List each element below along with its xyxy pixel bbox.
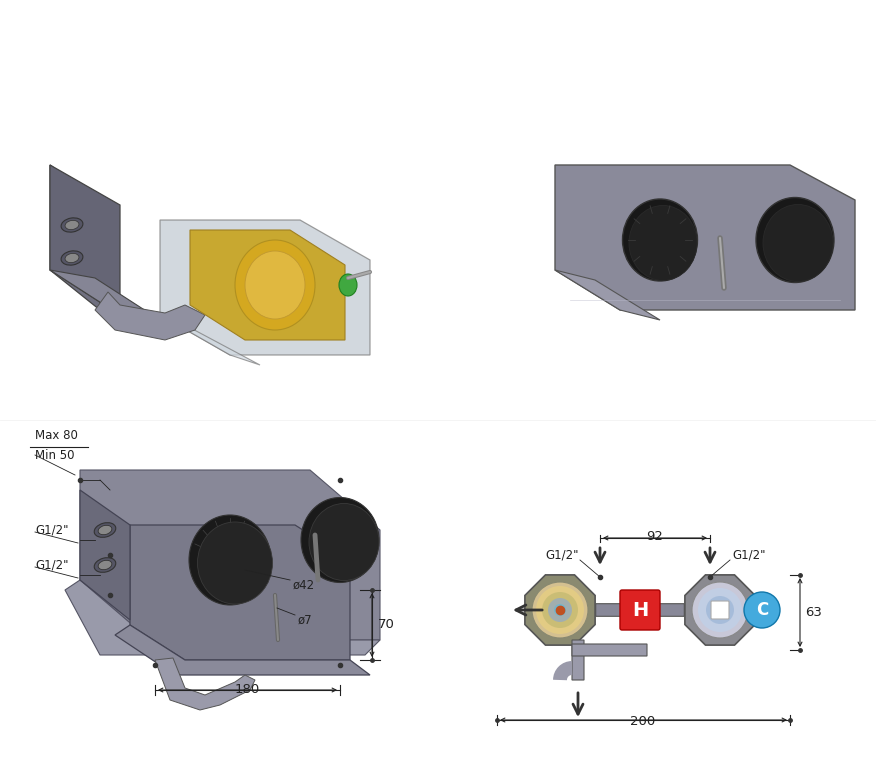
Ellipse shape: [756, 197, 834, 282]
FancyBboxPatch shape: [572, 640, 584, 680]
Ellipse shape: [95, 557, 116, 572]
Polygon shape: [525, 575, 595, 645]
Polygon shape: [65, 580, 380, 655]
Ellipse shape: [197, 522, 272, 604]
Circle shape: [744, 592, 780, 628]
Circle shape: [536, 586, 584, 634]
Polygon shape: [160, 315, 260, 365]
Ellipse shape: [629, 206, 697, 281]
Text: 180: 180: [235, 683, 259, 696]
Ellipse shape: [98, 560, 112, 570]
Polygon shape: [555, 165, 855, 310]
Text: G1/2": G1/2": [732, 549, 766, 561]
Polygon shape: [80, 490, 130, 620]
Polygon shape: [80, 470, 380, 640]
Ellipse shape: [309, 503, 379, 581]
Ellipse shape: [339, 274, 357, 296]
Circle shape: [692, 582, 748, 638]
Polygon shape: [115, 625, 370, 675]
Text: 200: 200: [631, 715, 655, 728]
Ellipse shape: [763, 205, 833, 281]
Ellipse shape: [61, 218, 83, 232]
Ellipse shape: [98, 526, 112, 535]
Polygon shape: [685, 575, 755, 645]
Ellipse shape: [65, 254, 79, 263]
Ellipse shape: [189, 515, 271, 605]
Text: G1/2": G1/2": [35, 523, 68, 536]
Text: 92: 92: [646, 530, 663, 543]
FancyBboxPatch shape: [711, 601, 729, 619]
Ellipse shape: [61, 251, 83, 265]
Text: 63: 63: [805, 607, 822, 619]
Polygon shape: [50, 165, 100, 310]
Circle shape: [554, 604, 566, 616]
Text: C: C: [756, 601, 768, 619]
Polygon shape: [160, 220, 370, 355]
Polygon shape: [95, 292, 205, 340]
Polygon shape: [130, 525, 350, 660]
Polygon shape: [50, 270, 160, 320]
Polygon shape: [50, 165, 120, 315]
Ellipse shape: [623, 199, 697, 281]
Circle shape: [532, 582, 588, 638]
Ellipse shape: [301, 498, 379, 583]
Text: G1/2": G1/2": [35, 559, 68, 571]
Text: G1/2": G1/2": [545, 549, 578, 561]
Circle shape: [548, 598, 572, 622]
Text: Min 50: Min 50: [35, 448, 74, 461]
FancyBboxPatch shape: [572, 644, 647, 656]
Ellipse shape: [235, 240, 315, 330]
Circle shape: [706, 596, 734, 624]
Ellipse shape: [65, 220, 79, 230]
Ellipse shape: [95, 523, 116, 537]
Text: Max 80: Max 80: [35, 428, 78, 441]
FancyBboxPatch shape: [596, 604, 684, 616]
Text: 70: 70: [378, 618, 395, 632]
Text: ø42: ø42: [293, 578, 315, 591]
Text: H: H: [632, 601, 648, 619]
Circle shape: [698, 588, 742, 632]
Text: ø7: ø7: [298, 614, 313, 626]
Polygon shape: [555, 270, 660, 320]
Polygon shape: [155, 658, 255, 710]
FancyBboxPatch shape: [620, 590, 660, 630]
Polygon shape: [190, 230, 345, 340]
Circle shape: [542, 592, 578, 628]
Ellipse shape: [245, 251, 305, 319]
